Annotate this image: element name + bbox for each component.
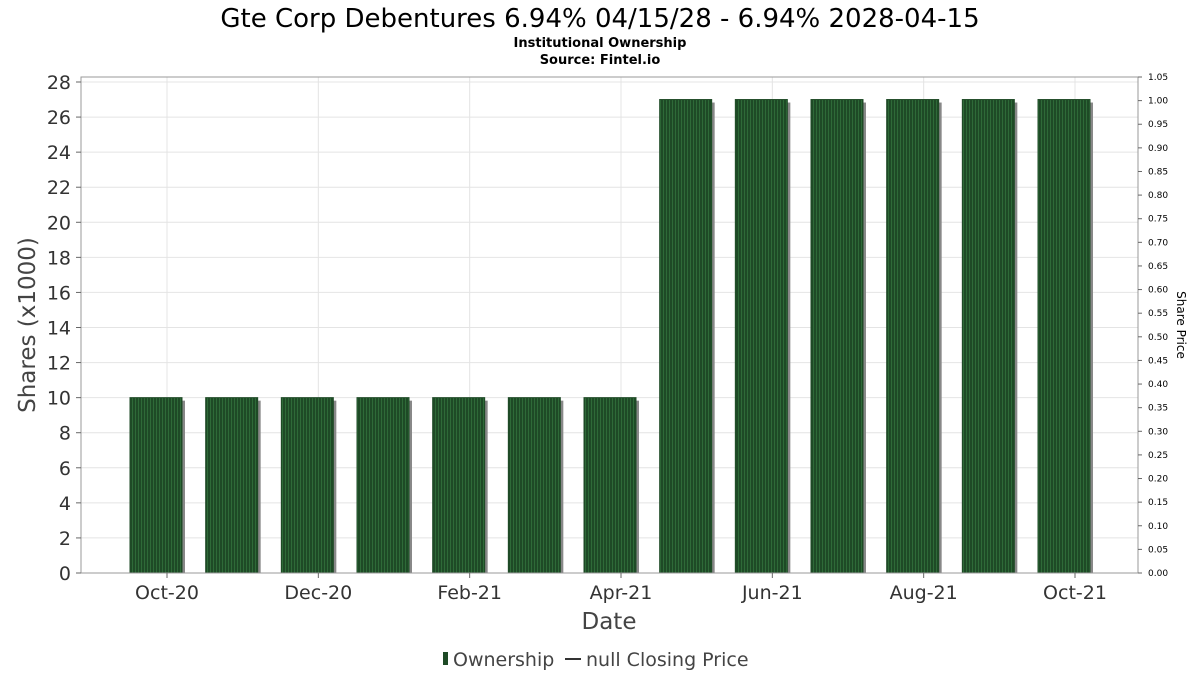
legend: Ownership null Closing Price — [443, 649, 749, 671]
y2-tick-label: 0.90 — [1148, 144, 1168, 154]
x-tick-label: Oct-21 — [1043, 582, 1107, 604]
ownership-bar — [507, 397, 561, 574]
y2-tick-label: 0.80 — [1148, 191, 1168, 201]
ownership-bar — [961, 99, 1015, 574]
y2-tick-label: 0.35 — [1148, 404, 1168, 414]
y-tick-label: 0 — [59, 563, 71, 585]
x-axis-label: Date — [582, 609, 637, 635]
y2-tick-label: 0.15 — [1148, 498, 1168, 508]
chart-title: Gte Corp Debentures 6.94% 04/15/28 - 6.9… — [220, 4, 979, 34]
y2-tick-label: 0.10 — [1148, 522, 1168, 532]
legend-ownership-label: Ownership — [453, 649, 554, 671]
y-axis-label: Shares (x1000) — [15, 237, 41, 413]
y-tick-label: 28 — [47, 72, 71, 94]
y-tick-label: 10 — [47, 388, 71, 410]
y2-tick-label: 0.25 — [1148, 451, 1168, 461]
y2-tick-label: 0.00 — [1148, 569, 1168, 579]
chart-subtitle-line-1: Institutional Ownership — [514, 36, 687, 51]
y2-tick-label: 1.05 — [1148, 73, 1168, 83]
y2-tick-label: 0.45 — [1148, 356, 1168, 366]
ownership-bar — [432, 397, 486, 574]
y2-tick-label: 0.50 — [1148, 333, 1168, 343]
y2-axis-label: Share Price — [1174, 291, 1188, 359]
y2-tick-label: 0.75 — [1148, 215, 1168, 225]
ownership-bar — [583, 397, 637, 574]
y2-tick-label: 1.00 — [1148, 97, 1168, 107]
bars-group — [129, 99, 1093, 574]
ownership-bar — [356, 397, 410, 574]
y-tick-label: 12 — [47, 353, 71, 375]
y2-tick-label: 0.65 — [1148, 262, 1168, 272]
ownership-bar — [810, 99, 864, 574]
y-tick-label: 2 — [59, 528, 71, 550]
y-tick-label: 8 — [59, 423, 71, 445]
y2-tick-label: 0.40 — [1148, 380, 1168, 390]
y2-tick-label: 0.95 — [1148, 120, 1168, 130]
legend-closing-price-label: null Closing Price — [586, 649, 749, 671]
y-tick-label: 20 — [47, 212, 71, 234]
ownership-bar — [659, 99, 713, 574]
y2-tick-label: 0.55 — [1148, 309, 1168, 319]
x-tick-label: Dec-20 — [284, 582, 352, 604]
y-tick-label: 14 — [47, 318, 71, 340]
chart-subtitle-line-2: Source: Fintel.io — [540, 53, 661, 68]
y-tick-label: 4 — [59, 493, 71, 515]
x-tick-label: Apr-21 — [590, 582, 653, 604]
y2-tick-label: 0.20 — [1148, 475, 1168, 485]
y2-tick-label: 0.05 — [1148, 545, 1168, 555]
y-tick-label: 18 — [47, 247, 71, 269]
ownership-bar — [280, 397, 334, 574]
ownership-bar — [205, 397, 259, 574]
y2-tick-label: 0.70 — [1148, 238, 1168, 248]
x-tick-label: Oct-20 — [135, 582, 199, 604]
x-tick-label: Aug-21 — [890, 582, 958, 604]
y2-tick-label: 0.85 — [1148, 167, 1168, 177]
ownership-bar — [1037, 99, 1091, 574]
x-tick-label: Jun-21 — [741, 582, 803, 604]
x-tick-label: Feb-21 — [437, 582, 502, 604]
y-tick-label: 16 — [47, 282, 71, 304]
y-tick-label: 22 — [47, 177, 71, 199]
y2-tick-label: 0.30 — [1148, 427, 1168, 437]
y-tick-label: 6 — [59, 458, 71, 480]
y2-axis-ticks: 0.00 0.05 0.10 0.15 0.20 0.25 0.30 0.35 0.40 0.45… — [1138, 73, 1168, 579]
y-tick-label: 24 — [47, 142, 71, 164]
ownership-bar — [129, 397, 183, 574]
x-axis-ticks: Oct-20 Dec-20 Feb-21 Apr-21 Jun-21 Aug-21 Oct-… — [135, 573, 1107, 604]
y2-tick-label: 0.60 — [1148, 286, 1168, 296]
y-tick-label: 26 — [47, 107, 71, 129]
plot-area-frame — [80, 76, 1139, 574]
ownership-bar — [734, 99, 788, 574]
ownership-bar — [886, 99, 940, 574]
legend-ownership-swatch — [443, 652, 448, 665]
